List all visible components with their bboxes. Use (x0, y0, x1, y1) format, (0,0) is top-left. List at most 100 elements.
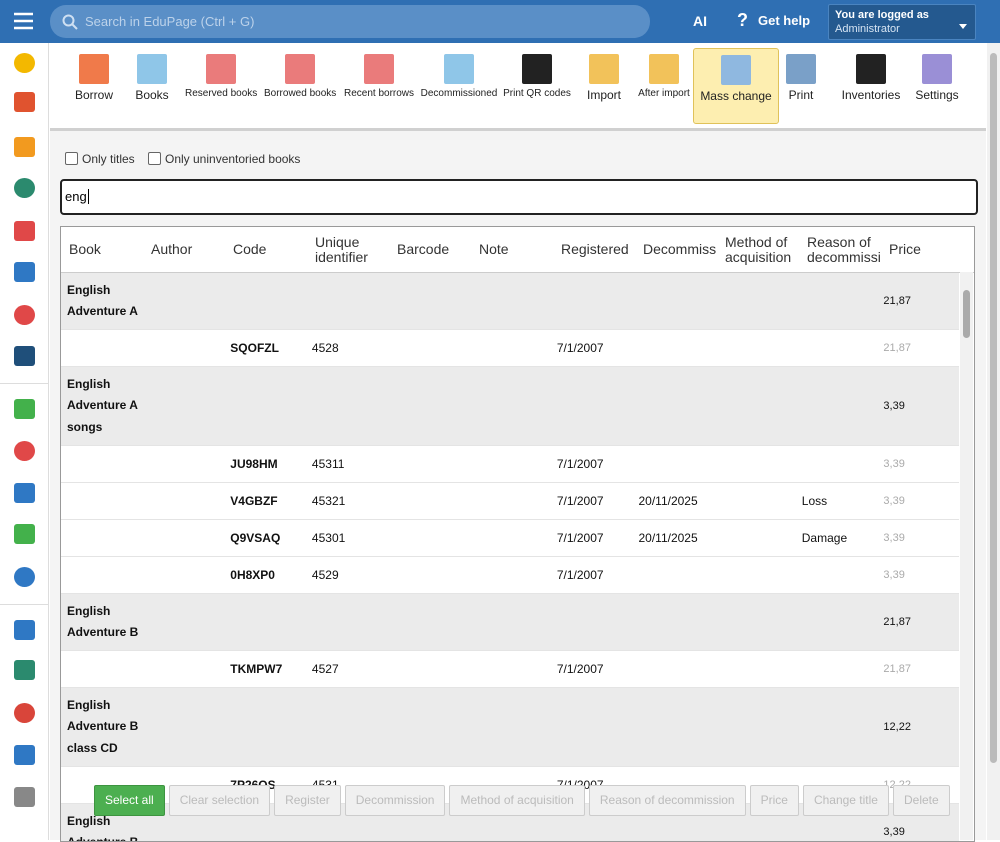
cell: 45301 (306, 520, 388, 556)
toolbar-button[interactable]: After import (636, 48, 692, 122)
sidebar-icon[interactable] (14, 441, 35, 461)
cell (714, 330, 796, 366)
toolbar-button[interactable]: Print QR codes (503, 48, 571, 122)
column-header[interactable]: Reason of decommission (799, 227, 881, 272)
cell (714, 688, 796, 766)
unique-identifier: 4529 (312, 568, 339, 582)
action-button[interactable]: Decommission (345, 785, 446, 816)
sidebar-icon[interactable] (14, 346, 35, 366)
action-button[interactable]: Reason of decommission (589, 785, 746, 816)
sidebar-icon[interactable] (14, 745, 35, 765)
code: 0H8XP0 (230, 568, 275, 582)
column-header[interactable]: Price (881, 227, 963, 272)
cell: 7/1/2007 (551, 446, 633, 482)
action-button[interactable]: Clear selection (169, 785, 270, 816)
sidebar-icon[interactable] (14, 221, 35, 241)
price: 21,87 (883, 342, 911, 354)
toolbar-button[interactable]: Print (784, 48, 818, 122)
action-button[interactable]: Price (750, 785, 799, 816)
cell: 7/1/2007 (551, 520, 633, 556)
user-role: Administrator (835, 23, 900, 35)
cell: 3,39 (877, 557, 959, 593)
toolbar-label: Reserved books (185, 88, 257, 99)
book: English Adventure B (67, 601, 143, 644)
copy-row[interactable]: TKMPW745277/1/200721,87 (61, 651, 959, 688)
cell (143, 273, 225, 329)
user-menu[interactable]: You are logged as Administrator (828, 4, 976, 40)
only-titles-checkbox[interactable]: Only titles (65, 152, 135, 166)
cell (61, 520, 143, 556)
sidebar-icon[interactable] (14, 787, 35, 807)
page-scrollbar[interactable] (987, 43, 1000, 840)
code: JU98HM (230, 457, 277, 471)
copy-row[interactable]: SQOFZL45287/1/200721,87 (61, 330, 959, 367)
action-button[interactable]: Change title (803, 785, 889, 816)
cell (551, 688, 633, 766)
cell (796, 651, 878, 687)
cell: 7/1/2007 (551, 330, 633, 366)
toolbar-button[interactable]: Borrow (72, 48, 116, 122)
copy-row[interactable]: 0H8XP045297/1/20073,39 (61, 557, 959, 594)
column-header[interactable]: Barcode (389, 227, 471, 272)
toolbar-button[interactable]: Recent borrows (343, 48, 415, 122)
column-header[interactable]: Author (143, 227, 225, 272)
sidebar-icon[interactable] (14, 399, 35, 419)
cell (143, 446, 225, 482)
toolbar-button[interactable]: Decommissioned (420, 48, 498, 122)
sidebar-icon[interactable] (14, 703, 35, 723)
column-header[interactable]: Decommission (635, 227, 717, 272)
sidebar-icon[interactable] (14, 262, 35, 282)
toolbar-button[interactable]: Mass change (693, 48, 779, 124)
toolbar-label: Settings (912, 88, 962, 102)
toolbar-button[interactable]: Borrowed books (264, 48, 336, 122)
toolbar-button[interactable]: Reserved books (185, 48, 257, 122)
sidebar-icon[interactable] (14, 305, 35, 325)
sidebar-icon[interactable] (14, 137, 35, 157)
copy-row[interactable]: JU98HM453117/1/20073,39 (61, 446, 959, 483)
action-button[interactable]: Method of acquisition (449, 785, 584, 816)
price: 3,39 (883, 400, 904, 412)
column-header[interactable]: Book (61, 227, 143, 272)
action-bar: Select allClear selectionRegisterDecommi… (94, 785, 950, 816)
toolbar-button[interactable]: Settings (912, 48, 962, 122)
global-search[interactable]: Search in EduPage (Ctrl + G) (50, 5, 650, 38)
cell (714, 594, 796, 650)
table-scrollbar[interactable] (960, 272, 973, 840)
sidebar-icon[interactable] (14, 92, 35, 112)
action-button[interactable]: Delete (893, 785, 950, 816)
copy-row[interactable]: Q9VSAQ453017/1/200720/11/2025Damage3,39 (61, 520, 959, 557)
help-button[interactable]: Get help (758, 13, 810, 28)
sidebar-icon[interactable] (14, 620, 35, 640)
only-uninventoried-checkbox[interactable]: Only uninventoried books (148, 152, 300, 166)
title-row[interactable]: English Adventure B21,87 (61, 594, 959, 651)
sidebar-icon[interactable] (14, 660, 35, 680)
cell (61, 330, 143, 366)
title-row[interactable]: English Adventure A21,87 (61, 273, 959, 330)
toolbar-button[interactable]: Books (132, 48, 172, 122)
ai-button[interactable]: AI (693, 13, 707, 29)
price: 3,39 (883, 458, 904, 470)
action-button[interactable]: Select all (94, 785, 165, 816)
column-header[interactable]: Note (471, 227, 553, 272)
cell: Q9VSAQ (224, 520, 306, 556)
action-button[interactable]: Register (274, 785, 341, 816)
sidebar-icon[interactable] (14, 53, 35, 73)
sidebar-icon[interactable] (14, 178, 35, 198)
column-header[interactable]: Registered (553, 227, 635, 272)
unique-identifier: 4527 (312, 662, 339, 676)
sidebar-icon[interactable] (14, 524, 35, 544)
column-header[interactable]: Method of acquisition (717, 227, 799, 272)
title-row[interactable]: English Adventure B class CD12,22 (61, 688, 959, 767)
filter-input[interactable]: eng (60, 179, 978, 215)
sidebar-icon[interactable] (14, 483, 35, 503)
column-header[interactable]: Unique identifier (307, 227, 389, 272)
toolbar-button[interactable]: Inventories (839, 48, 903, 122)
copy-row[interactable]: V4GBZF453217/1/200720/11/2025Loss3,39 (61, 483, 959, 520)
menu-button[interactable] (0, 0, 48, 43)
toolbar-label: Mass change (694, 89, 778, 103)
toolbar-button[interactable]: Import (585, 48, 623, 122)
toolbar-icon (364, 54, 394, 84)
title-row[interactable]: English Adventure A songs3,39 (61, 367, 959, 446)
sidebar-icon[interactable] (14, 567, 35, 587)
column-header[interactable]: Code (225, 227, 307, 272)
